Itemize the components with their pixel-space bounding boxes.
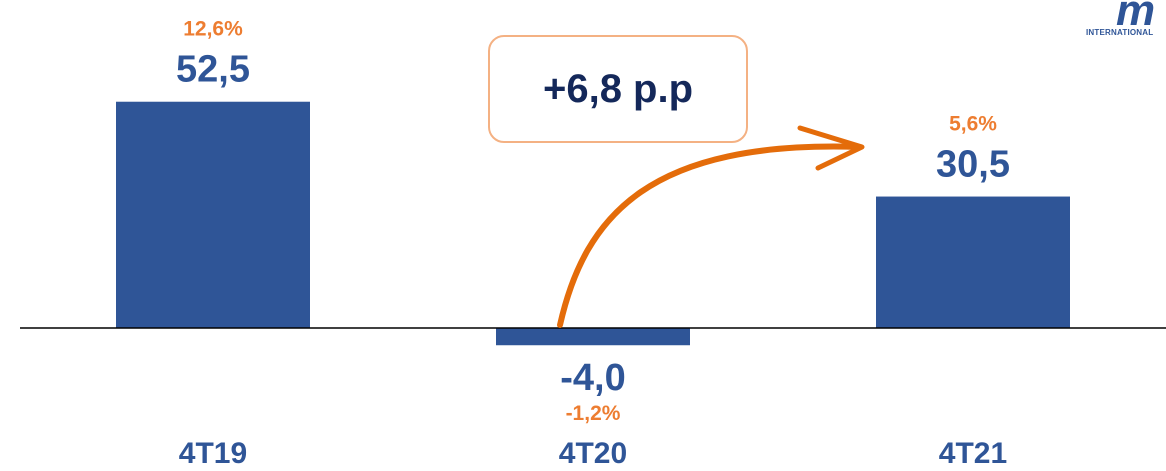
delta-callout-text: +6,8 p.p: [542, 66, 694, 111]
category-label-4T21: 4T21: [939, 437, 1007, 470]
bar-4T21: [876, 196, 1070, 328]
company-logo: m INTERNATIONAL: [1072, 0, 1166, 40]
bar-4T19: [116, 101, 310, 328]
growth-arrow: [557, 143, 863, 328]
labels-group: 52,5 12,6% 4T19 -4,0 -1,2% 4T20 30,5 5,6% 4T21: [176, 18, 1010, 470]
percent-label-4T20: -1,2%: [566, 402, 621, 425]
percent-label-4T21: 5,6%: [949, 113, 997, 136]
value-label-4T19: 52,5: [176, 49, 250, 91]
value-label-4T20: -4,0: [560, 357, 625, 399]
category-label-4T19: 4T19: [179, 437, 247, 470]
percent-label-4T19: 12,6%: [183, 18, 243, 41]
category-label-4T20: 4T20: [559, 437, 627, 470]
logo-text: INTERNATIONAL: [1086, 28, 1154, 37]
bars-group: [116, 101, 1070, 346]
growth-arrow-head: [797, 125, 865, 171]
value-label-4T21: 30,5: [936, 144, 1010, 186]
delta-callout: +6,8 p.p: [488, 35, 748, 143]
logo-mark: m: [1116, 0, 1155, 35]
bar-4T20: [496, 328, 690, 346]
